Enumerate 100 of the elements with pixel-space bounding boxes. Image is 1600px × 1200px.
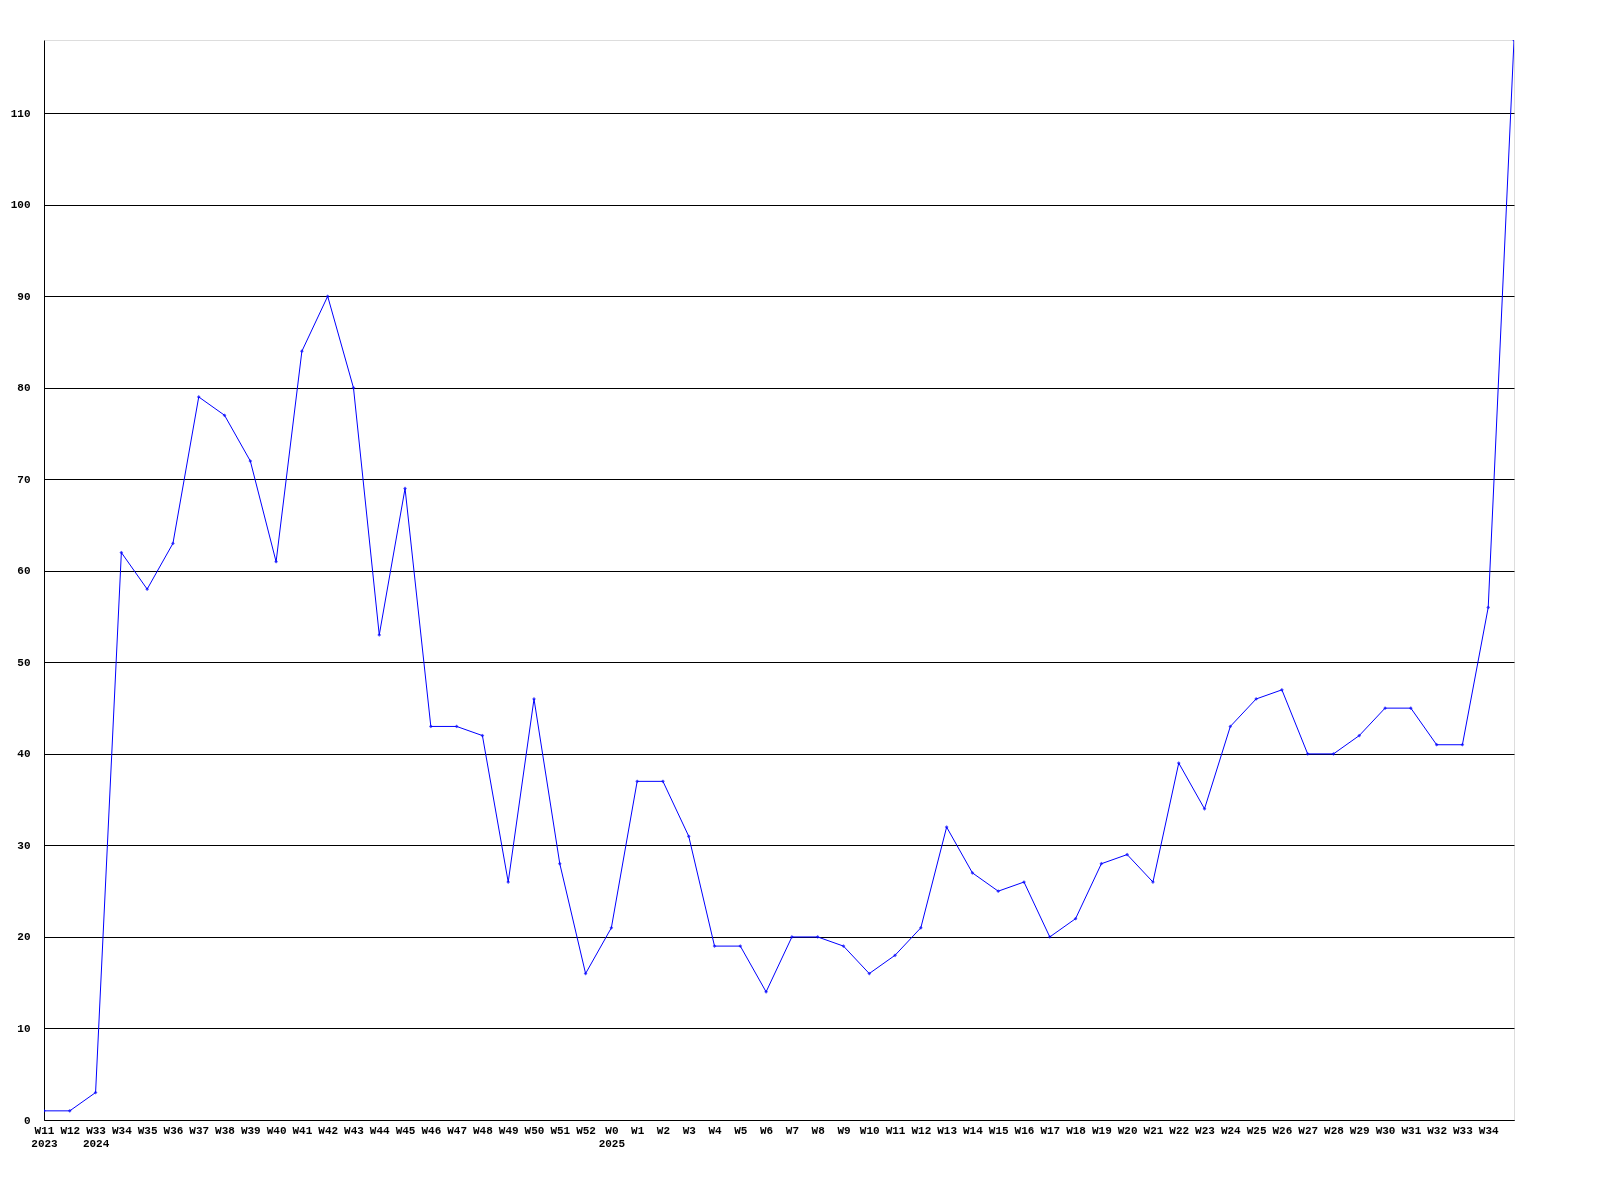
point [1202,806,1207,811]
x-tick-label: W30 [1375,1124,1396,1137]
x-tick-label: W9 [837,1124,851,1137]
y-tick-label: 90 [17,290,31,303]
x-tick-label: W45 [395,1124,416,1137]
x-tick-label: W26 [1272,1124,1293,1137]
y-tick-label: 50 [17,656,31,669]
point [661,779,665,784]
point [893,953,897,958]
x-tick-label: W27 [1298,1124,1319,1137]
x-tick-label: W23 [1195,1124,1216,1137]
point [403,486,407,491]
x-tick-label: W13 [937,1124,958,1137]
x-tick-label: W8 [811,1124,826,1137]
x-tick-label: W31 [1401,1124,1422,1137]
point [815,935,820,939]
x-tick-label: W12 [60,1124,81,1137]
x-tick-label: W17 [1040,1124,1061,1137]
point [1305,752,1310,756]
x-tick-label: W48 [473,1124,494,1137]
y-tick-label: 100 [10,199,31,212]
point [970,871,975,875]
x-tick-label: W0 2025 [598,1124,626,1150]
y-tick-label: 110 [10,107,31,120]
point [274,559,278,564]
x-tick-label: W32 [1427,1124,1448,1137]
x-tick-label: W43 [344,1124,365,1137]
x-tick-label: W11 2023 [31,1124,59,1150]
x-tick-label: W22 [1169,1124,1190,1137]
x-tick-label: W16 [1014,1124,1035,1137]
point [1357,733,1362,738]
x-tick-label: W12 [911,1124,932,1137]
x-tick-label: W35 [137,1124,158,1137]
point [867,971,872,976]
x-tick-label: W19 [1091,1124,1112,1137]
y-tick-label: 0 [23,1114,31,1127]
y-tick-label: 30 [17,839,31,852]
y-tick-label: 70 [17,473,31,486]
x-tick-label: W52 [576,1124,596,1137]
y-tick-label: 40 [17,748,31,761]
x-tick-label: W10 [859,1124,880,1137]
x-tick-label: W40 [266,1124,287,1137]
point [712,944,717,948]
x-tick-label: W2 [656,1124,671,1137]
x-tick-label: W5 [734,1124,748,1137]
x-tick-label: W6 [760,1124,774,1137]
point [351,385,356,390]
x-tick-label: W28 [1324,1124,1345,1137]
y-tick-label: 80 [17,382,31,395]
x-tick-label: W25 [1246,1124,1267,1137]
x-tick-label: W20 [1117,1124,1138,1137]
point [196,395,201,399]
x-tick-label: W39 [240,1124,261,1137]
x-tick-label: W18 [1066,1124,1087,1137]
x-tick-label: W42 [318,1124,339,1137]
point [635,779,640,784]
point [171,541,175,546]
x-tick-label: W24 [1220,1124,1242,1137]
point [1125,852,1130,857]
point [222,413,227,418]
y-tick-label: 60 [17,565,31,578]
x-tick-label: W41 [292,1124,313,1137]
x-tick-label: W34 [1478,1124,1500,1137]
point [248,459,253,463]
y-tick-label: 10 [17,1022,31,1035]
x-tick-label: W4 [708,1124,723,1137]
point [609,925,614,930]
line-series [44,40,1514,1113]
point [428,724,433,729]
x-tick-label: W51 [550,1124,571,1137]
x-tick-label: W21 [1143,1124,1164,1137]
point [1460,742,1465,747]
x-tick-label: W44 [369,1124,391,1137]
x-tick-label: W46 [421,1124,442,1137]
point [944,825,949,829]
x-tick-label: W7 [785,1124,799,1137]
point [738,944,743,948]
x-tick-label: W49 [498,1124,519,1137]
x-tick-label: W33 2024 [82,1124,110,1150]
point [1486,605,1491,610]
x-tick-label: W11 [885,1124,906,1137]
point [506,880,511,884]
x-tick-label: W14 [963,1124,984,1137]
x-tick-label: W36 [163,1124,184,1137]
x-tick-label: W29 [1349,1124,1370,1137]
x-tick-label: W33 [1453,1124,1474,1137]
x-tick-label: W38 [215,1124,236,1137]
x-tick-label: W34 [111,1124,133,1137]
y-tick-label: 20 [17,931,31,944]
point [1047,935,1052,939]
point [841,944,846,948]
point [1176,761,1181,765]
x-tick-label: W1 [631,1124,645,1137]
x-tick-label: W37 [189,1124,210,1137]
x-tick-label: W3 [682,1124,697,1137]
point [1331,752,1336,756]
x-tick-label: W50 [524,1124,545,1137]
x-tick-label: W15 [988,1124,1010,1137]
x-tick-label: W47 [447,1124,468,1137]
point [377,633,382,637]
